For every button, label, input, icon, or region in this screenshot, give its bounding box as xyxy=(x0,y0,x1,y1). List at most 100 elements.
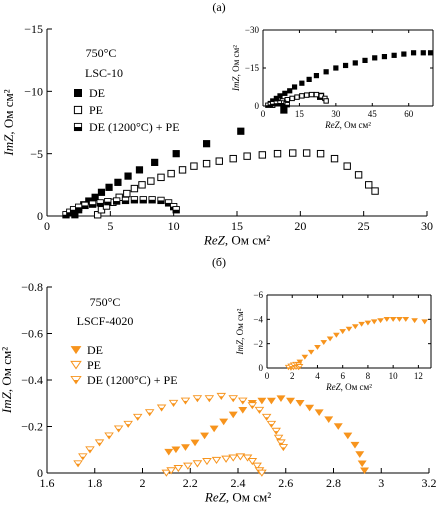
inset-b-point xyxy=(364,320,372,326)
chart-b-point xyxy=(168,399,179,407)
chart-b-x-tick-label: 2.4 xyxy=(231,476,246,490)
inset-a-x-tick-label: 60 xyxy=(404,109,414,119)
chart-b-point xyxy=(204,395,215,403)
inset-b-point xyxy=(351,324,359,330)
chart-b-x-tick-label: 1.8 xyxy=(87,476,102,490)
chart-a-point xyxy=(135,166,144,174)
legend-a-label: DE xyxy=(89,86,105,100)
chart-b: 1.6 1.8 2 2.2 2.4 2.6 2.8 3 3.2 0 −0.2 −0.4 −0.6 −0.8… xyxy=(0,280,437,504)
inset-a-point xyxy=(333,65,339,71)
chart-a-point xyxy=(88,200,97,208)
inset-b-x-tick-label: 2 xyxy=(290,371,295,381)
chart-b-point xyxy=(209,425,219,433)
chart-a-point xyxy=(202,140,211,148)
inset-a-y-tick-label: 0 xyxy=(255,101,260,111)
chart-a-x-tick-label: 15 xyxy=(231,219,243,233)
chart-b-point xyxy=(94,439,105,447)
chart-b-point xyxy=(261,413,272,421)
chart-b-x-tick-label: 3 xyxy=(378,476,384,490)
chart-a-y-tick-label: −10 xyxy=(24,85,43,99)
chart-a-point xyxy=(151,158,159,166)
chart-a-point xyxy=(280,106,288,114)
chart-b-point xyxy=(254,406,265,414)
annotation-sample-b: LSCF-4020 xyxy=(77,314,134,328)
chart-a-x-tick-label: 25 xyxy=(358,219,370,233)
inset-a-x-tick-label: 45 xyxy=(368,109,378,119)
inset-b-point xyxy=(314,344,321,350)
legend-a-marker xyxy=(73,105,83,115)
chart-a-point xyxy=(365,181,373,189)
inset-a-point xyxy=(282,90,288,96)
inset-a-point xyxy=(401,51,407,57)
chart-a-point xyxy=(97,188,106,196)
chart-a-x-tick-label: 10 xyxy=(168,219,180,233)
chart-a-x-tick-label: 0 xyxy=(44,219,50,233)
inset-a-y-label: ImZ, Ом см² xyxy=(231,45,241,92)
panel-label-b: (б) xyxy=(212,255,226,269)
chart-b-y-tick-label: −0.8 xyxy=(21,280,43,294)
inset-b-point xyxy=(358,321,365,327)
inset-b-point xyxy=(307,349,315,355)
chart-b-x-tick-label: 2.2 xyxy=(183,476,198,490)
chart-b-point xyxy=(192,460,203,468)
chart-b-point xyxy=(132,413,143,421)
chart-a-point xyxy=(215,157,223,165)
chart-a-point xyxy=(75,203,83,211)
chart-b-point xyxy=(211,456,222,464)
chart-a-point xyxy=(91,193,99,201)
chart-a-point xyxy=(273,149,282,158)
chart-b-point xyxy=(271,427,281,435)
legend-b-label: DE (1200°C) + PE xyxy=(87,373,178,387)
chart-a-point xyxy=(330,154,339,163)
chart-b-point xyxy=(278,444,289,452)
chart-a-y-label: ImZ, Ом см² xyxy=(1,89,16,156)
annotation-sample-a: LSC-10 xyxy=(85,66,123,80)
inset-a: 0 15 30 45 60 0 −15 −30 ReZ, Ом см² ImZ, Ом см² xyxy=(231,25,434,130)
chart-a-point xyxy=(354,171,363,179)
chart-a-point xyxy=(202,159,211,168)
chart-b-x-label: ReZ, Ом см² xyxy=(204,489,271,504)
chart-a-point xyxy=(104,198,112,206)
chart-a-point xyxy=(343,162,351,170)
chart-b-point xyxy=(228,454,239,462)
chart-b-point xyxy=(257,469,267,477)
chart-b-y-tick-label: −0.2 xyxy=(21,420,43,434)
chart-a-point xyxy=(164,199,173,207)
chart-b-point xyxy=(357,460,367,468)
chart-a-point xyxy=(93,211,102,219)
chart-b-y-tick-label: −0.6 xyxy=(21,327,43,341)
inset-b-y-tick-label: 0 xyxy=(259,363,264,373)
chart-a-point xyxy=(148,196,156,204)
inset-b-point xyxy=(339,329,347,335)
chart-b-series-2 xyxy=(73,392,289,468)
chart-a-point xyxy=(371,187,379,195)
chart-b-point xyxy=(144,409,155,417)
inset-a-x-tick-label: 0 xyxy=(261,109,266,119)
chart-a-point xyxy=(190,162,198,170)
chart-b-point xyxy=(156,404,167,412)
legend-a-label: DE (1200°C) + PE xyxy=(89,120,180,134)
chart-a-y-tick-label: −15 xyxy=(24,22,43,36)
chart-b-point xyxy=(266,420,277,428)
legend-a: DE PE DE (1200°C) + PE xyxy=(73,86,180,134)
chart-b-point xyxy=(190,439,200,447)
inset-b-point xyxy=(383,316,391,322)
chart-b-point xyxy=(295,400,305,407)
chart-b-point xyxy=(173,464,184,473)
chart-b-y-tick-label: 0 xyxy=(37,466,43,480)
inset-a-x-tick-label: 30 xyxy=(331,109,341,119)
inset-a-point xyxy=(299,80,305,86)
chart-b-point xyxy=(252,462,262,470)
chart-a-point xyxy=(130,184,139,193)
chart-a-point xyxy=(172,206,180,214)
inset-a-point xyxy=(304,92,310,98)
inset-b-series-2 xyxy=(284,361,304,371)
chart-b-point xyxy=(161,469,172,477)
chart-a-point xyxy=(157,196,165,205)
chart-b-point xyxy=(104,432,114,440)
inset-b-y-tick-label: −6 xyxy=(253,290,263,300)
inset-a-point xyxy=(362,57,368,64)
chart-b-point xyxy=(78,453,88,461)
chart-b-point xyxy=(221,455,231,463)
